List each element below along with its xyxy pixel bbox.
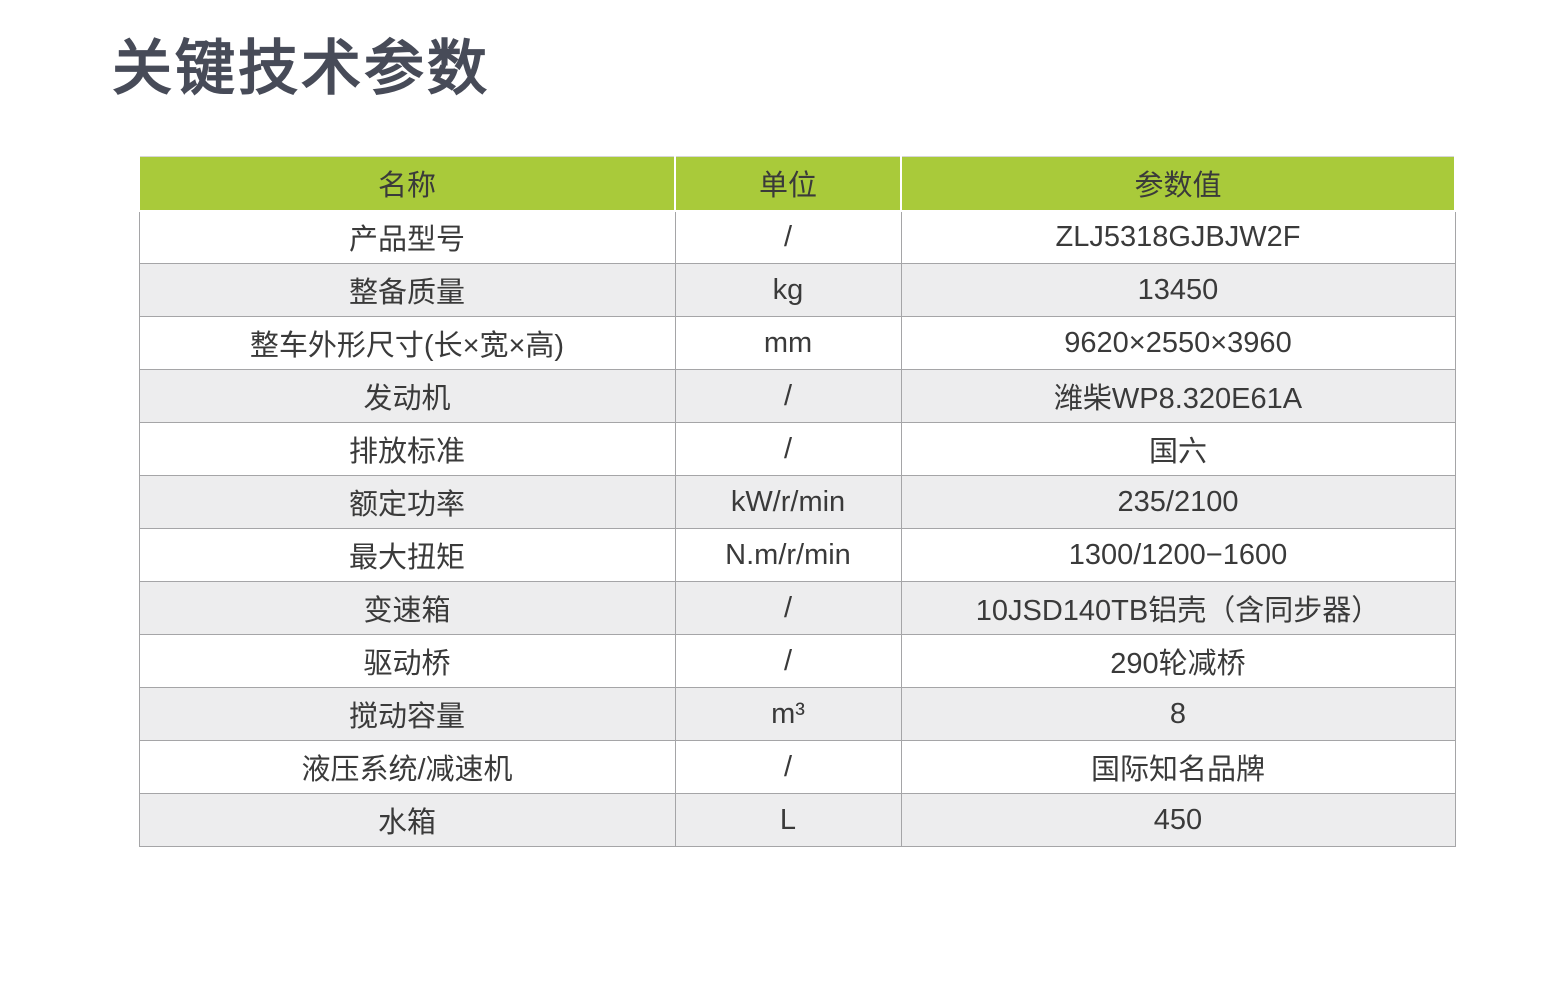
table-row: 变速箱/10JSD140TB铝壳（含同步器） <box>138 581 1456 635</box>
table-header-row: 名称 单位 参数值 <box>138 156 1456 212</box>
table-row: 液压系统/减速机 / 国际知名品牌 <box>138 740 1456 794</box>
cell-name: 液压系统/减速机 <box>138 740 676 794</box>
cell-value: 国际知名品牌 <box>900 740 1456 794</box>
cell-name: 水箱 <box>138 793 676 847</box>
column-header-name: 名称 <box>138 156 676 212</box>
cell-name: 发动机 <box>138 369 676 423</box>
cell-value: 290轮减桥 <box>900 634 1456 688</box>
table-row: 产品型号 / ZLJ5318GJBJW2F <box>138 210 1456 264</box>
cell-unit: / <box>674 634 902 688</box>
cell-value: ZLJ5318GJBJW2F <box>900 210 1456 264</box>
cell-unit: / <box>674 740 902 794</box>
cell-value: 潍柴WP8.320E61A <box>900 369 1456 423</box>
table-row: 发动机 / 潍柴WP8.320E61A <box>138 369 1456 423</box>
cell-name: 搅动容量 <box>138 687 676 741</box>
column-header-unit: 单位 <box>674 156 902 212</box>
cell-name: 产品型号 <box>138 210 676 264</box>
table-body: 产品型号 / ZLJ5318GJBJW2F 整备质量 kg 13450 整车外形尺寸(长×宽… <box>138 210 1456 847</box>
page-title: 关键技术参数 <box>112 35 490 102</box>
cell-name: 最大扭矩 <box>138 528 676 582</box>
cell-value: 1300/1200−1600 <box>900 528 1456 582</box>
table-row: 水箱 L 450 <box>138 793 1456 847</box>
table-row: 驱动桥/290轮减桥 <box>138 634 1456 688</box>
cell-name: 整车外形尺寸(长×宽×高) <box>138 316 676 370</box>
cell-value: 9620×2550×3960 <box>900 316 1456 370</box>
cell-name: 变速箱 <box>138 581 676 635</box>
cell-unit: / <box>674 369 902 423</box>
cell-unit: kg <box>674 263 902 317</box>
cell-value: 235/2100 <box>900 475 1456 529</box>
column-header-value: 参数值 <box>900 156 1456 212</box>
cell-unit: / <box>674 422 902 476</box>
table-row: 整备质量 kg 13450 <box>138 263 1456 317</box>
table-row: 最大扭矩 N.m/r/min 1300/1200−1600 <box>138 528 1456 582</box>
table-row: 额定功率 kW/r/min 235/2100 <box>138 475 1456 529</box>
cell-value: 国六 <box>900 422 1456 476</box>
cell-unit: / <box>674 210 902 264</box>
cell-unit: mm <box>674 316 902 370</box>
spec-table: 名称 单位 参数值 产品型号 / ZLJ5318GJBJW2F 整备质量 kg 13450 整车… <box>138 156 1456 847</box>
cell-unit: m³ <box>674 687 902 741</box>
cell-name: 驱动桥 <box>138 634 676 688</box>
cell-name: 整备质量 <box>138 263 676 317</box>
cell-value: 450 <box>900 793 1456 847</box>
cell-value: 8 <box>900 687 1456 741</box>
cell-value: 10JSD140TB铝壳（含同步器） <box>900 581 1456 635</box>
cell-unit: kW/r/min <box>674 475 902 529</box>
cell-value: 13450 <box>900 263 1456 317</box>
cell-name: 额定功率 <box>138 475 676 529</box>
cell-unit: / <box>674 581 902 635</box>
cell-unit: L <box>674 793 902 847</box>
cell-name: 排放标准 <box>138 422 676 476</box>
table-row: 排放标准 / 国六 <box>138 422 1456 476</box>
table-row: 整车外形尺寸(长×宽×高) mm 9620×2550×3960 <box>138 316 1456 370</box>
cell-unit: N.m/r/min <box>674 528 902 582</box>
table-row: 搅动容量 m³ 8 <box>138 687 1456 741</box>
